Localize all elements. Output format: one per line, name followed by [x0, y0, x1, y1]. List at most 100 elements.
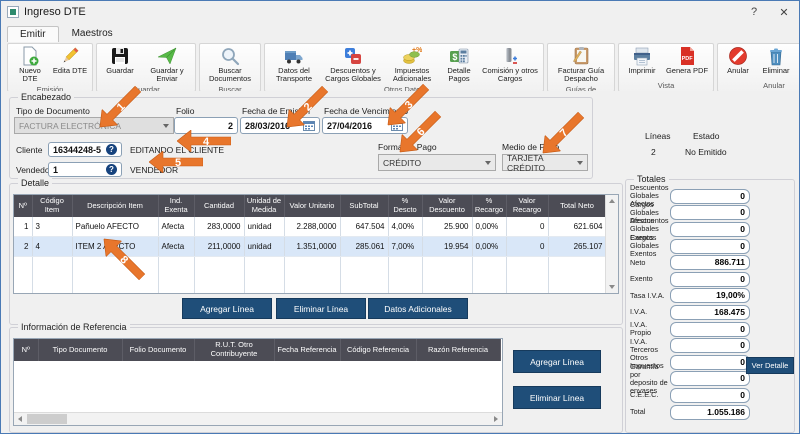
column-header[interactable]: Nº — [14, 339, 39, 361]
scroll-left-button[interactable] — [14, 413, 26, 425]
cell[interactable]: 19.954 — [422, 236, 473, 257]
scrollbar-thumb[interactable] — [27, 414, 67, 424]
cell[interactable]: 285.061 — [340, 236, 389, 257]
cell[interactable]: 283,0000 — [194, 217, 245, 237]
cell[interactable]: 2 — [14, 236, 33, 257]
facturar-guia-despacho-button[interactable]: Facturar Guía Despacho — [550, 45, 612, 85]
tab-emitir[interactable]: Emitir — [7, 26, 59, 43]
ver-detalle-button[interactable]: Ver Detalle — [746, 357, 794, 374]
column-header[interactable]: SubTotal — [340, 195, 389, 217]
datos-transporte-button[interactable]: Datos del Transporte — [267, 45, 321, 85]
column-header[interactable]: R.U.T. Otro Contribuyente — [194, 339, 275, 361]
horizontal-scrollbar[interactable] — [14, 412, 502, 425]
cell-selected[interactable]: 4 — [32, 236, 73, 257]
column-header[interactable]: Fecha Referencia — [274, 339, 341, 361]
cell[interactable]: 2.288,0000 — [284, 217, 341, 237]
impuestos-adicionales-button[interactable]: +% Impuestos Adicionales — [385, 45, 439, 85]
table-row[interactable]: 1 3 Pañuelo AFECTO Afecta 283,0000 unida… — [14, 217, 607, 237]
cell[interactable]: unidad — [244, 236, 285, 257]
section-title: Totales — [634, 174, 669, 184]
nuevo-dte-button[interactable]: Nuevo DTE — [10, 45, 50, 85]
buscar-documentos-button[interactable]: Buscar Documentos — [202, 45, 258, 85]
tab-maestros[interactable]: Maestros — [71, 28, 113, 39]
salir-button[interactable]: Salir — [796, 45, 799, 76]
agregar-linea-button[interactable]: Agregar Línea — [182, 298, 272, 319]
help-button[interactable]: ? — [750, 6, 758, 18]
comision-otros-cargos-button[interactable]: Comisión y otros Cargos — [479, 45, 541, 85]
cell[interactable]: Afecta — [158, 217, 195, 237]
eliminar-linea-button[interactable]: Eliminar Línea — [276, 298, 366, 319]
column-header[interactable]: % Descto — [388, 195, 423, 217]
column-header[interactable]: Razón Referencia — [416, 339, 501, 361]
calendar-icon[interactable] — [303, 120, 315, 131]
column-header[interactable]: Tipo Documento — [38, 339, 123, 361]
total-value: 0 — [670, 238, 750, 254]
folio-input[interactable]: 2 — [174, 117, 238, 134]
total-label: Otros Impuestos — [630, 353, 664, 371]
cell[interactable]: unidad — [244, 217, 285, 237]
close-button[interactable]: ✕ — [779, 6, 789, 19]
edita-dte-button[interactable]: Edita DTE — [50, 45, 90, 76]
forma-pago-select[interactable]: CRÉDITO — [378, 154, 496, 171]
column-header[interactable]: Nº — [14, 195, 33, 217]
column-header[interactable]: Unidad de Medida — [244, 195, 285, 217]
vendedor-help-button[interactable]: ? — [106, 164, 117, 175]
vendedor-input[interactable]: 1 ? — [48, 162, 122, 177]
column-header[interactable]: Folio Documento — [122, 339, 195, 361]
cell[interactable]: 0,00% — [472, 217, 507, 237]
cell[interactable]: 647.504 — [340, 217, 389, 237]
scroll-down-button[interactable] — [606, 281, 618, 293]
datos-adicionales-button[interactable]: Datos Adicionales — [368, 298, 468, 319]
column-header[interactable]: Cantidad — [194, 195, 245, 217]
ribbon-button-label: Buscar Documentos — [208, 66, 252, 84]
ribbon-group-anular: Anular Eliminar Salir Anular — [717, 43, 799, 92]
eliminar-button[interactable]: Eliminar — [756, 45, 796, 76]
descuentos-cargos-globales-button[interactable]: Descuentos y Cargos Globales — [321, 45, 385, 85]
cell[interactable]: 3 — [32, 217, 73, 237]
cliente-input[interactable]: 16344248-5 ? — [48, 142, 122, 157]
cell[interactable]: 211,0000 — [194, 236, 245, 257]
chevron-down-icon — [163, 123, 169, 128]
cell[interactable]: 1 — [14, 217, 33, 237]
detalle-pagos-button[interactable]: $ Detalle Pagos — [439, 45, 479, 85]
referencia-eliminar-linea-button[interactable]: Eliminar Línea — [513, 386, 601, 409]
cell[interactable]: Afecta — [158, 236, 195, 257]
ribbon: Nuevo DTE Edita DTE Emisión Guardar Guar… — [1, 42, 799, 103]
cell[interactable]: 0 — [506, 217, 549, 237]
vertical-scrollbar[interactable] — [605, 195, 618, 293]
trash-icon — [766, 46, 786, 66]
guardar-y-enviar-button[interactable]: Guardar y Enviar — [141, 45, 193, 85]
column-header[interactable]: Valor Unitario — [284, 195, 341, 217]
cell[interactable]: 621.604 — [548, 217, 607, 237]
column-header[interactable]: Ind. Exenta — [158, 195, 195, 217]
genera-pdf-button[interactable]: PDF Genera PDF — [663, 45, 711, 76]
medio-pago-select[interactable]: TARJETA CRÉDITO — [502, 153, 588, 173]
guardar-button[interactable]: Guardar — [99, 45, 141, 76]
column-header[interactable]: Código Item — [32, 195, 73, 217]
column-header[interactable]: Descripción Item — [72, 195, 159, 217]
imprimir-button[interactable]: Imprimir — [621, 45, 663, 76]
tipo-documento-select[interactable]: FACTURA ELECTRÓNICA — [14, 117, 174, 134]
cliente-help-button[interactable]: ? — [106, 144, 117, 155]
cell[interactable]: Pañuelo AFECTO — [72, 217, 159, 237]
scroll-right-button[interactable] — [490, 413, 502, 425]
referencia-section: Información de Referencia Nº Tipo Docume… — [9, 322, 623, 433]
column-header[interactable]: Código Referencia — [340, 339, 417, 361]
referencia-agregar-linea-button[interactable]: Agregar Línea — [513, 350, 601, 373]
fecha-vencimiento-input[interactable]: 27/04/2016 — [322, 117, 408, 134]
column-header[interactable]: Valor Descuento — [422, 195, 473, 217]
cell[interactable]: 1.351,0000 — [284, 236, 341, 257]
cell[interactable]: 25.900 — [422, 217, 473, 237]
cell[interactable]: 0 — [506, 236, 549, 257]
column-header[interactable]: Valor Recargo — [506, 195, 549, 217]
cell[interactable]: 4,00% — [388, 217, 423, 237]
column-header[interactable]: % Recargo — [472, 195, 507, 217]
anular-button[interactable]: Anular — [720, 45, 756, 76]
cell[interactable]: 0,00% — [472, 236, 507, 257]
cell[interactable]: 7,00% — [388, 236, 423, 257]
column-header[interactable]: Total Neto — [548, 195, 607, 217]
total-row: Total 1.055.186 — [626, 404, 794, 421]
cell[interactable]: 265.107 — [548, 236, 607, 257]
scroll-up-button[interactable] — [606, 195, 618, 207]
totales-rows: Descuentos Globales Afectos 0 Cargos Glob… — [626, 184, 794, 421]
